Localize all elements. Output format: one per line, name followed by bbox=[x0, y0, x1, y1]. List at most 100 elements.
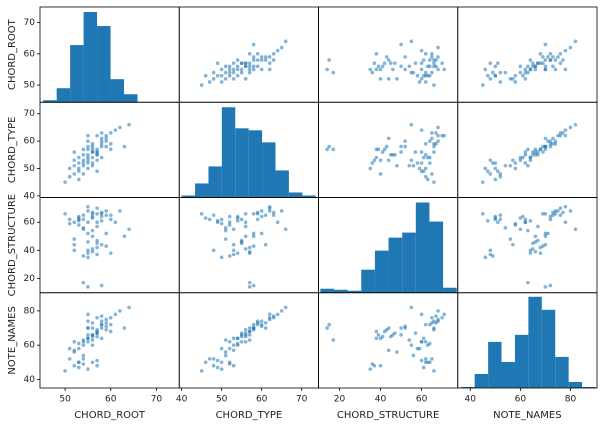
scatter-point bbox=[568, 125, 573, 130]
scatter-point bbox=[568, 209, 573, 213]
scatter-point bbox=[223, 226, 228, 230]
scatter-point bbox=[543, 144, 548, 149]
scatter-point bbox=[513, 166, 518, 171]
scatter-point bbox=[86, 339, 90, 344]
scatter-point bbox=[283, 39, 288, 44]
scatter-point bbox=[275, 48, 280, 53]
scatter-point bbox=[231, 77, 236, 81]
scatter-point bbox=[428, 161, 432, 165]
scatter-point bbox=[215, 365, 220, 370]
scatter-point bbox=[223, 70, 228, 75]
scatter-point bbox=[533, 147, 538, 152]
scatter-point bbox=[283, 305, 288, 310]
scatter-point bbox=[99, 210, 104, 215]
scatter-point bbox=[95, 224, 99, 229]
scatter-point bbox=[227, 362, 232, 366]
scatter-point bbox=[558, 213, 563, 218]
scatter-point bbox=[488, 248, 493, 253]
scatter-point bbox=[325, 67, 329, 72]
scatter-point bbox=[239, 339, 244, 344]
scatter-point bbox=[378, 363, 383, 368]
scatter-point bbox=[382, 61, 387, 66]
scatter-point bbox=[231, 336, 236, 341]
scatter-point bbox=[421, 73, 426, 78]
scatter-point bbox=[430, 321, 434, 325]
scatter-point bbox=[231, 242, 236, 247]
scatter-point bbox=[531, 247, 535, 251]
scatter-point bbox=[86, 166, 90, 171]
scatter-point bbox=[503, 163, 508, 168]
scatter-point bbox=[90, 228, 95, 233]
scatter-point bbox=[81, 172, 86, 176]
scatter-point bbox=[423, 52, 428, 56]
scatter-point bbox=[279, 209, 284, 213]
scatter-point bbox=[432, 180, 436, 184]
scatter-point bbox=[376, 333, 381, 337]
scatter-point bbox=[386, 58, 391, 62]
scatter-point bbox=[86, 326, 90, 330]
scatter-point bbox=[553, 58, 558, 62]
hist-bar bbox=[528, 296, 542, 388]
scatter-point bbox=[251, 64, 256, 69]
scatter-point bbox=[67, 357, 72, 361]
scatter-point bbox=[81, 353, 86, 358]
scatter-point bbox=[122, 326, 127, 330]
hist-bar bbox=[288, 192, 303, 198]
scatter-point bbox=[386, 348, 391, 353]
x-axis-label: NOTE_NAMES bbox=[493, 410, 561, 421]
scatter-point bbox=[486, 219, 490, 223]
scatter-point bbox=[543, 42, 548, 47]
scatter-point bbox=[251, 244, 256, 248]
scatter-point bbox=[488, 77, 493, 81]
scatter-point bbox=[243, 331, 248, 335]
scatter-point bbox=[483, 67, 488, 72]
scatter-point bbox=[99, 136, 104, 141]
scatter-point bbox=[99, 283, 104, 288]
scatter-point bbox=[430, 357, 434, 361]
scatter-point bbox=[251, 322, 256, 327]
scatter-point bbox=[255, 211, 260, 216]
scatter-point bbox=[211, 70, 216, 75]
scatter-point bbox=[511, 158, 515, 163]
scatter-point bbox=[518, 158, 523, 163]
scatter-point bbox=[428, 58, 432, 62]
scatter-point bbox=[104, 327, 109, 332]
scatter-point bbox=[67, 217, 72, 222]
scatter-point bbox=[227, 64, 232, 69]
scatter-point bbox=[496, 220, 500, 225]
scatter-point bbox=[199, 83, 204, 87]
scatter-point bbox=[223, 237, 228, 241]
scatter-point bbox=[81, 147, 86, 152]
scatter-point bbox=[67, 221, 72, 226]
scatter-point bbox=[419, 169, 424, 174]
scatter-point bbox=[388, 61, 393, 66]
scatter-point bbox=[271, 52, 276, 56]
scatter-point bbox=[77, 214, 81, 219]
scatter-point bbox=[255, 322, 260, 327]
scatter-point bbox=[536, 153, 540, 157]
y-tick-label: 60 bbox=[24, 137, 36, 147]
scatter-point bbox=[417, 346, 422, 351]
hist-bar bbox=[374, 250, 389, 293]
scatter-point bbox=[423, 166, 428, 171]
scatter-point bbox=[536, 238, 540, 243]
scatter-point bbox=[548, 142, 553, 146]
scatter-point bbox=[518, 155, 523, 160]
scatter-point bbox=[95, 241, 99, 246]
scatter-point bbox=[108, 213, 113, 218]
scatter-point bbox=[538, 251, 543, 255]
scatter-point bbox=[493, 73, 498, 78]
scatter-point bbox=[409, 122, 414, 127]
scatter-point bbox=[374, 336, 379, 341]
hist-bar bbox=[181, 195, 196, 198]
hist-bar bbox=[461, 386, 475, 388]
scatter-point bbox=[498, 213, 503, 218]
scatter-point bbox=[413, 61, 418, 66]
scatter-point bbox=[423, 142, 428, 146]
scatter-point bbox=[391, 67, 395, 72]
scatter-point bbox=[423, 339, 428, 344]
scatter-point bbox=[95, 315, 99, 320]
scatter-point bbox=[263, 321, 268, 325]
scatter-point bbox=[503, 70, 508, 75]
scatter-point bbox=[104, 244, 109, 248]
